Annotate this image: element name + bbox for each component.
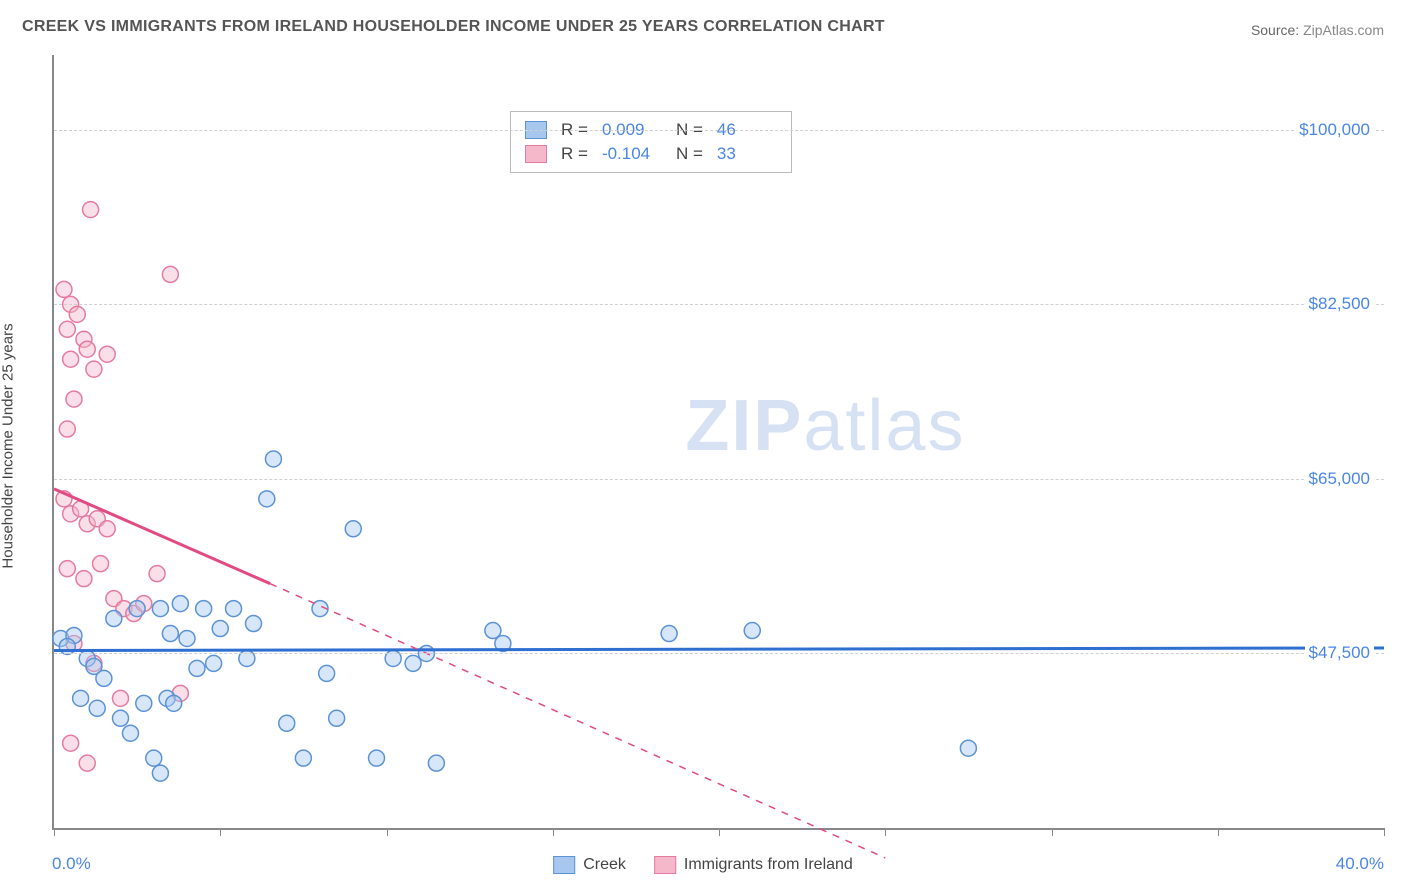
x-tick	[387, 828, 388, 836]
gridline	[54, 479, 1384, 480]
source-link[interactable]: ZipAtlas.com	[1303, 22, 1384, 38]
data-point	[59, 638, 75, 654]
data-point	[83, 202, 99, 218]
data-point	[63, 351, 79, 367]
x-tick	[1218, 828, 1219, 836]
data-point	[73, 690, 89, 706]
data-point	[212, 621, 228, 637]
n-label: N =	[676, 144, 703, 164]
trend-line	[270, 584, 885, 858]
data-point	[369, 750, 385, 766]
x-axis-max-label: 40.0%	[1336, 854, 1384, 874]
trend-line	[54, 648, 1384, 650]
data-point	[89, 700, 105, 716]
x-tick	[1052, 828, 1053, 836]
data-point	[179, 630, 195, 646]
data-point	[76, 571, 92, 587]
data-point	[246, 616, 262, 632]
data-point	[59, 561, 75, 577]
data-point	[172, 596, 188, 612]
data-point	[79, 341, 95, 357]
data-point	[295, 750, 311, 766]
data-point	[56, 281, 72, 297]
chart-title: CREEK VS IMMIGRANTS FROM IRELAND HOUSEHO…	[22, 18, 885, 36]
legend-stats: R = 0.009 N = 46 R = -0.104 N = 33	[510, 111, 792, 173]
y-tick-label: $82,500	[1305, 294, 1374, 314]
x-tick	[885, 828, 886, 836]
y-tick-label: $47,500	[1305, 643, 1374, 663]
r-label: R =	[561, 144, 588, 164]
data-point	[428, 755, 444, 771]
data-point	[265, 451, 281, 467]
x-tick	[719, 828, 720, 836]
data-point	[152, 601, 168, 617]
data-point	[345, 521, 361, 537]
source-attribution: Source: ZipAtlas.com	[1251, 22, 1384, 38]
legend-item-ireland: Immigrants from Ireland	[654, 856, 853, 874]
swatch-ireland	[654, 856, 676, 874]
data-point	[152, 765, 168, 781]
n-value-ireland: 33	[717, 144, 777, 164]
data-point	[189, 660, 205, 676]
x-tick	[54, 828, 55, 836]
data-point	[206, 655, 222, 671]
data-point	[93, 556, 109, 572]
y-axis-title: Householder Income Under 25 years	[0, 323, 17, 568]
swatch-ireland	[525, 145, 547, 163]
data-point	[129, 601, 145, 617]
data-point	[319, 665, 335, 681]
data-point	[136, 695, 152, 711]
x-tick	[220, 828, 221, 836]
data-point	[661, 626, 677, 642]
data-point	[226, 601, 242, 617]
gridline	[54, 304, 1384, 305]
data-point	[744, 623, 760, 639]
legend-stats-row-ireland: R = -0.104 N = 33	[525, 142, 777, 166]
data-point	[162, 266, 178, 282]
data-point	[162, 626, 178, 642]
data-point	[59, 321, 75, 337]
r-value-ireland: -0.104	[602, 144, 662, 164]
data-point	[113, 690, 129, 706]
data-point	[99, 346, 115, 362]
x-tick	[553, 828, 554, 836]
data-point	[146, 750, 162, 766]
data-point	[122, 725, 138, 741]
x-tick	[1384, 828, 1385, 836]
data-point	[79, 755, 95, 771]
data-point	[279, 715, 295, 731]
legend-item-creek: Creek	[553, 856, 626, 874]
legend-label-ireland: Immigrants from Ireland	[684, 856, 853, 874]
gridline	[54, 130, 1384, 131]
data-point	[59, 421, 75, 437]
data-point	[69, 306, 85, 322]
gridline	[54, 653, 1384, 654]
data-point	[960, 740, 976, 756]
data-point	[259, 491, 275, 507]
data-point	[106, 611, 122, 627]
source-label: Source:	[1251, 22, 1303, 38]
data-point	[149, 566, 165, 582]
legend-label-creek: Creek	[583, 856, 626, 874]
data-point	[113, 710, 129, 726]
y-tick-label: $65,000	[1305, 469, 1374, 489]
data-point	[66, 391, 82, 407]
data-point	[63, 735, 79, 751]
data-point	[405, 655, 421, 671]
y-tick-label: $100,000	[1295, 120, 1374, 140]
data-point	[329, 710, 345, 726]
x-axis-min-label: 0.0%	[52, 854, 91, 874]
swatch-creek	[553, 856, 575, 874]
data-point	[99, 521, 115, 537]
legend-series: Creek Immigrants from Ireland	[553, 856, 853, 874]
data-point	[86, 361, 102, 377]
plot-area: ZIPatlas R = 0.009 N = 46 R = -0.104 N =…	[52, 55, 1384, 830]
data-point	[196, 601, 212, 617]
data-point	[96, 670, 112, 686]
data-point	[166, 695, 182, 711]
